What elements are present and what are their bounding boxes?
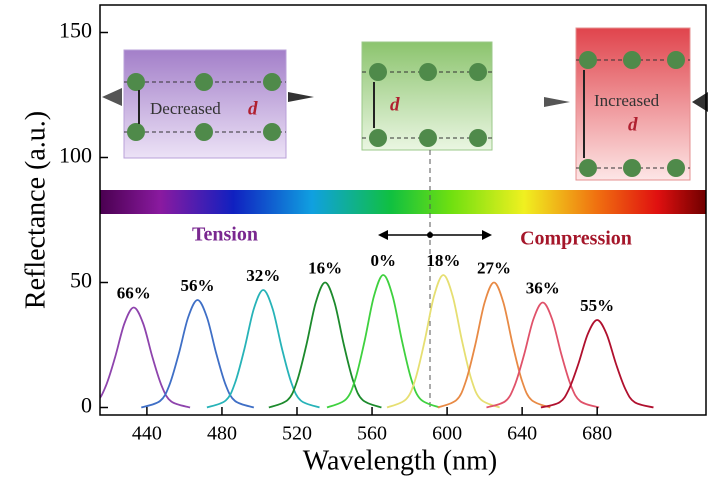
- x-tick-label: 600: [432, 423, 462, 445]
- curves: [77, 275, 653, 408]
- spectrum-line: [541, 320, 654, 408]
- x-tick-label: 640: [507, 423, 537, 445]
- series-label: 56%: [181, 276, 215, 295]
- inset-symbol: d: [628, 114, 638, 135]
- x-tick-label: 560: [357, 423, 387, 445]
- x-tick-label: 440: [132, 423, 162, 445]
- spectrum-line: [387, 275, 500, 408]
- inset-symbol: d: [248, 98, 258, 119]
- chart: Decreased d d Increased d Tension Compre…: [0, 0, 709, 483]
- series-label: 55%: [580, 296, 614, 315]
- spectrum-line: [207, 290, 320, 408]
- x-axis-label: Wavelength (nm): [303, 445, 497, 476]
- series-label: 18%: [426, 251, 460, 270]
- x-tick-label: 680: [582, 423, 612, 445]
- inset-label: Decreased: [150, 99, 221, 118]
- series-label: 36%: [526, 278, 560, 297]
- strain-arrow: [378, 230, 492, 240]
- spectrum-line: [486, 303, 599, 408]
- annotation: Compression: [520, 228, 632, 250]
- y-tick-label: 50: [70, 268, 92, 293]
- inset-neutral: d: [362, 42, 492, 150]
- spectrum-line: [141, 300, 254, 408]
- inset-compression: Increased d: [544, 28, 708, 180]
- series-label: 16%: [308, 258, 342, 277]
- spectrum-line: [77, 308, 190, 408]
- y-tick-label: 150: [59, 18, 92, 43]
- series-label: 32%: [246, 266, 280, 285]
- series-label: 0%: [371, 251, 397, 270]
- series-label: 66%: [117, 283, 151, 302]
- inset-tension: Decreased d: [102, 50, 314, 158]
- y-axis-label: Reflectance (a.u.): [20, 111, 51, 309]
- spectrum-bar: [100, 190, 706, 214]
- y-tick-label: 100: [59, 143, 92, 168]
- x-tick-label: 480: [207, 423, 237, 445]
- inset-label: Increased: [594, 91, 660, 110]
- series-label: 27%: [477, 258, 511, 277]
- x-tick-label: 520: [282, 423, 312, 445]
- y-tick-label: 0: [81, 393, 92, 418]
- inset-symbol: d: [390, 94, 400, 115]
- annotation: Tension: [192, 224, 258, 246]
